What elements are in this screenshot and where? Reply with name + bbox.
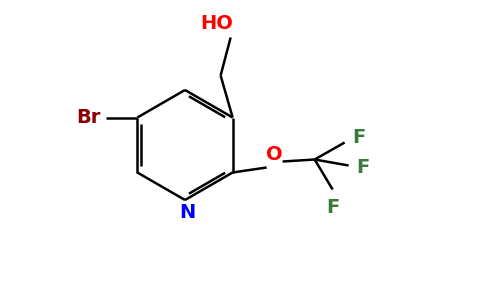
- Text: N: N: [179, 202, 195, 221]
- Text: O: O: [266, 145, 283, 164]
- Text: HO: HO: [200, 14, 233, 33]
- Text: F: F: [326, 198, 339, 217]
- Text: F: F: [356, 158, 369, 177]
- Text: Br: Br: [76, 108, 101, 127]
- Text: F: F: [352, 128, 365, 147]
